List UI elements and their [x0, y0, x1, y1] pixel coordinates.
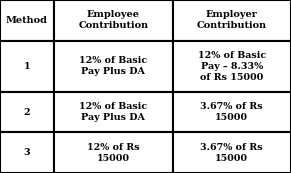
Bar — [0, 132, 54, 173]
Bar — [0, 0, 54, 41]
Bar — [0, 92, 54, 132]
Bar — [0, 41, 54, 92]
Bar — [54, 92, 173, 132]
Bar — [173, 132, 291, 173]
Bar — [54, 41, 173, 92]
Text: 3.67% of Rs
15000: 3.67% of Rs 15000 — [200, 102, 263, 122]
Bar — [173, 0, 291, 41]
Text: Employer
Contribution: Employer Contribution — [197, 10, 267, 30]
Bar — [173, 41, 291, 92]
Bar — [54, 132, 173, 173]
Text: 1: 1 — [24, 62, 30, 71]
Bar — [54, 0, 173, 41]
Text: Employee
Contribution: Employee Contribution — [78, 10, 148, 30]
Text: 3: 3 — [24, 148, 30, 157]
Text: 12% of Basic
Pay Plus DA: 12% of Basic Pay Plus DA — [79, 102, 147, 122]
Text: 2: 2 — [24, 107, 30, 117]
Text: 12% of Basic
Pay – 8.33%
of Rs 15000: 12% of Basic Pay – 8.33% of Rs 15000 — [198, 51, 266, 82]
Bar — [173, 92, 291, 132]
Text: 12% of Basic
Pay Plus DA: 12% of Basic Pay Plus DA — [79, 56, 147, 76]
Text: 3.67% of Rs
15000: 3.67% of Rs 15000 — [200, 143, 263, 163]
Text: 12% of Rs
15000: 12% of Rs 15000 — [87, 143, 139, 163]
Text: Method: Method — [6, 16, 48, 25]
